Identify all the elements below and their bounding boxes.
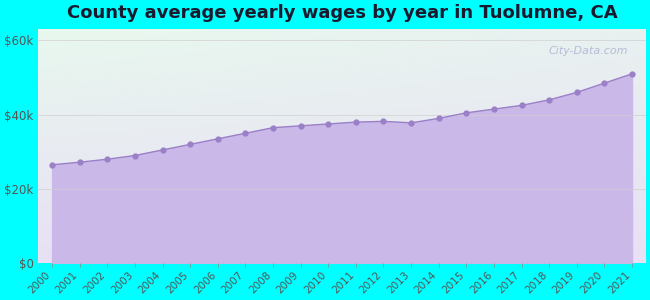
Text: City-Data.com: City-Data.com <box>548 46 628 56</box>
Title: County average yearly wages by year in Tuolumne, CA: County average yearly wages by year in T… <box>67 4 618 22</box>
